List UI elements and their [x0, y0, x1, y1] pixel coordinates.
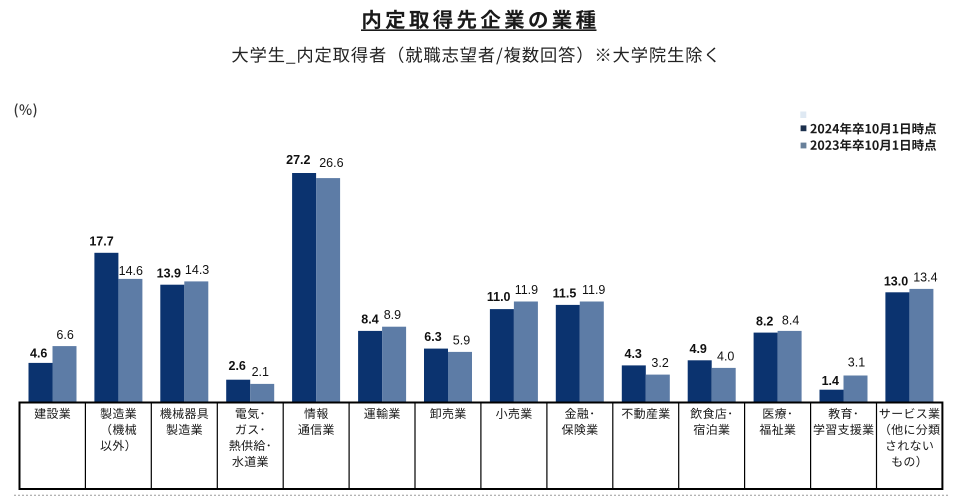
svg-text:8.4: 8.4: [782, 314, 799, 328]
svg-text:2.6: 2.6: [229, 359, 246, 373]
svg-text:14.6: 14.6: [119, 264, 143, 278]
svg-text:11.0: 11.0: [487, 290, 511, 304]
svg-text:6.3: 6.3: [424, 330, 441, 344]
svg-text:13.4: 13.4: [913, 271, 937, 285]
svg-text:13.0: 13.0: [884, 274, 908, 288]
svg-text:8.2: 8.2: [756, 314, 773, 328]
svg-text:3.2: 3.2: [651, 356, 668, 370]
svg-text:14.3: 14.3: [185, 263, 209, 277]
svg-text:8.9: 8.9: [384, 308, 401, 322]
svg-text:8.4: 8.4: [361, 312, 378, 326]
svg-text:27.2: 27.2: [286, 153, 310, 167]
svg-text:2.1: 2.1: [252, 365, 269, 379]
svg-text:26.6: 26.6: [319, 156, 343, 170]
svg-text:3.1: 3.1: [848, 356, 865, 370]
svg-text:17.7: 17.7: [89, 234, 113, 248]
svg-text:11.9: 11.9: [582, 283, 605, 297]
svg-text:4.0: 4.0: [717, 349, 734, 363]
svg-text:13.9: 13.9: [157, 267, 181, 281]
svg-text:4.6: 4.6: [30, 347, 47, 361]
svg-text:6.6: 6.6: [56, 328, 73, 342]
svg-text:4.3: 4.3: [625, 347, 642, 361]
svg-text:11.5: 11.5: [553, 286, 577, 300]
svg-text:4.9: 4.9: [690, 342, 707, 356]
svg-text:11.9: 11.9: [515, 283, 538, 297]
svg-text:5.9: 5.9: [453, 333, 470, 347]
svg-text:1.4: 1.4: [822, 374, 839, 388]
